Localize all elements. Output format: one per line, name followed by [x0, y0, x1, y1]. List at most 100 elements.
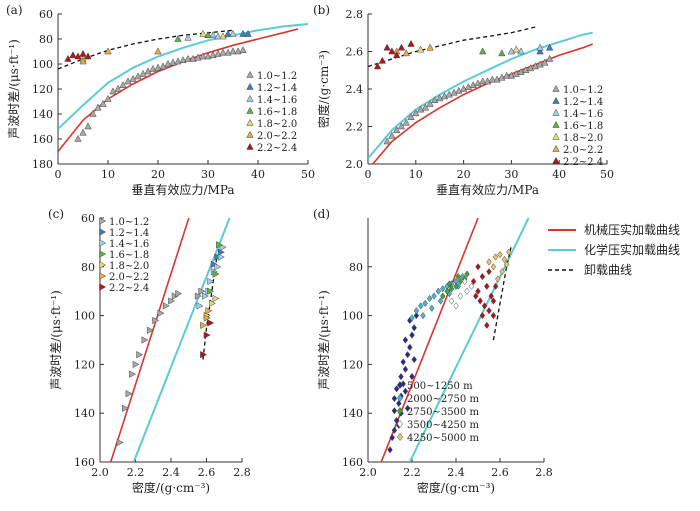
x-tick-label: 40 [251, 168, 265, 181]
data-point [421, 103, 430, 111]
data-point [119, 81, 127, 89]
points [116, 241, 227, 447]
y-tick-label: 140 [342, 407, 363, 420]
data-point [426, 99, 434, 107]
x-tick-label: 50 [600, 168, 614, 181]
data-point [486, 268, 492, 276]
data-point [495, 275, 501, 283]
data-point [224, 48, 232, 56]
data-point [531, 62, 539, 70]
series-legend: 1.0~1.21.2~1.41.4~1.61.6~1.81.8~2.02.0~2… [246, 70, 297, 154]
legend-label: 500~1250 m [407, 381, 473, 392]
data-point [84, 52, 92, 60]
data-point [541, 58, 549, 66]
data-point [453, 302, 459, 310]
legend-label: 2.0~2.2 [563, 145, 603, 156]
data-point [201, 292, 209, 300]
data-point [431, 292, 437, 300]
data-point [194, 292, 202, 300]
y-tick-label: 2.6 [346, 46, 364, 59]
legend-marker [552, 96, 560, 104]
legend-marker [552, 156, 560, 164]
legend-marker [552, 144, 560, 152]
data-point [204, 31, 212, 39]
y-tick-label: 60 [39, 8, 53, 21]
legend-marker [552, 132, 560, 140]
data-point [470, 277, 477, 286]
y-tick-label: 160 [342, 456, 363, 469]
legend-marker [396, 432, 404, 442]
data-point [74, 52, 82, 60]
data-point [139, 69, 147, 77]
data-point [462, 277, 468, 286]
legend-marker [396, 380, 404, 390]
unload-curve [492, 247, 512, 341]
data-point [418, 302, 424, 310]
data-point [64, 54, 72, 62]
panel-label: (a) [6, 3, 23, 17]
legend-label: 2.0~2.2 [109, 272, 149, 283]
data-point [104, 47, 112, 55]
data-point [234, 47, 242, 55]
legend-label: 1.4~1.6 [563, 109, 603, 120]
legend-label: 2.0~2.2 [257, 131, 297, 142]
y-axis-title: 声波时差/(μs·ft⁻¹) [7, 39, 21, 139]
data-point [468, 282, 475, 290]
legend-marker [99, 261, 107, 269]
data-point [207, 287, 215, 295]
legend-marker [246, 70, 254, 78]
data-point [244, 29, 252, 37]
y-tick-label: 160 [74, 456, 95, 469]
data-point [174, 34, 182, 42]
data-point [175, 289, 183, 298]
data-point [459, 84, 468, 92]
data-point [422, 299, 428, 308]
data-point [474, 79, 482, 87]
data-point [199, 52, 207, 60]
data-point [426, 43, 434, 51]
data-point [475, 287, 481, 295]
data-point [129, 370, 137, 378]
panel-label: (b) [313, 3, 330, 17]
series-legend: 500~1250 m 2000~2750 m 2750~3500 m 3500~425… [396, 380, 479, 444]
legend-marker [99, 239, 107, 247]
legend-mech-label: 机械压实加载曲线 [584, 222, 680, 237]
data-point [455, 86, 463, 94]
panel-c: (c) 2.0 2.2 2.4 2.6 2.8 60 80 100 120 140 160 密度/(g·… [48, 207, 251, 495]
data-point [484, 321, 490, 329]
data-point [492, 253, 499, 261]
legend-marker [99, 228, 107, 236]
legend-label: 4250~5000 m [407, 433, 479, 444]
data-point [209, 31, 217, 39]
data-point [152, 316, 160, 325]
legend-label: 1.2~1.4 [109, 228, 149, 239]
data-point [479, 311, 486, 320]
legend-label: 1.4~1.6 [109, 239, 149, 250]
data-point [453, 282, 459, 290]
y-tick-label: 140 [32, 108, 53, 121]
x-tick-label: 2.8 [233, 466, 251, 479]
chem-curve [132, 217, 231, 462]
y-tick-label: 80 [349, 261, 363, 274]
data-point [416, 105, 425, 113]
data-point [393, 51, 401, 59]
data-point [144, 67, 152, 75]
data-point [413, 307, 420, 315]
legend-marker [246, 106, 254, 114]
legend-label: 2.2~2.4 [257, 143, 297, 154]
data-point [407, 112, 415, 120]
legend-label: 1.6~1.8 [563, 121, 603, 132]
data-point [389, 433, 395, 442]
y-tick-label: 120 [74, 358, 95, 371]
legend-marker [246, 82, 254, 90]
data-point [450, 88, 458, 96]
data-point [388, 47, 396, 55]
data-point [124, 77, 132, 85]
y-tick-label: 2.4 [346, 83, 364, 96]
legend-label: 1.6~1.8 [257, 107, 297, 118]
data-point [431, 96, 439, 104]
data-point [210, 260, 218, 269]
data-point [411, 324, 417, 332]
series-legend: 1.0~1.21.2~1.41.4~1.61.6~1.81.8~2.02.0~2… [99, 217, 149, 294]
data-point [239, 46, 247, 54]
